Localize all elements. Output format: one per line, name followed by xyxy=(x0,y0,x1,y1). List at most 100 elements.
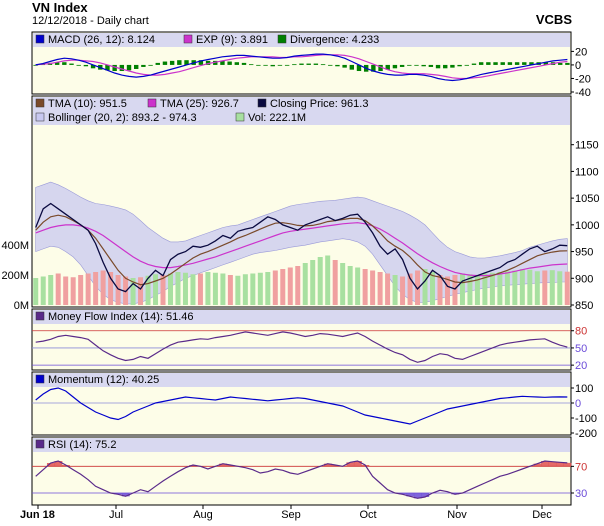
y-tick-label: -100 xyxy=(575,413,597,425)
chart-title: VN Index xyxy=(32,0,88,15)
divergence-bar xyxy=(450,64,455,68)
divergence-bar xyxy=(414,64,419,66)
rsi-overbought-area xyxy=(563,462,572,467)
volume-bar xyxy=(400,276,406,305)
y-tick-label: 20 xyxy=(575,360,587,372)
divergence-bar xyxy=(76,64,81,66)
divergence-bar xyxy=(385,64,390,70)
panel-momentum-legend-background xyxy=(33,373,570,387)
divergence-bar xyxy=(277,64,283,66)
volume-bar xyxy=(115,275,121,305)
volume-bar xyxy=(167,273,173,305)
divergence-bar xyxy=(507,62,513,65)
volume-bar xyxy=(512,270,518,305)
divergence-bar xyxy=(205,60,211,65)
rsi-oversold-area xyxy=(398,493,407,495)
volume-bar xyxy=(452,275,458,305)
rsi-overbought-area xyxy=(323,463,332,467)
volume-bar xyxy=(145,275,151,305)
divergence-bar xyxy=(356,64,362,72)
divergence-bar xyxy=(292,64,297,66)
volume-bar xyxy=(190,274,196,305)
x-tick-label: Sep xyxy=(281,509,301,521)
tma10-line xyxy=(35,214,568,286)
divergence-bar xyxy=(500,62,505,65)
divergence-bar xyxy=(213,60,218,65)
panel-rsi: RSI (14): 75.2 70 30 xyxy=(31,436,587,506)
divergence-bar xyxy=(443,64,448,69)
divergence-bar xyxy=(320,64,326,66)
volume-bar xyxy=(302,263,308,305)
volume-bar xyxy=(78,275,84,305)
volume-bar xyxy=(33,278,39,305)
legend-entry: EXP (9): 3.891 xyxy=(196,34,268,46)
volume-bar xyxy=(197,273,203,305)
legend-swatch xyxy=(35,374,45,384)
divergence-bar xyxy=(177,60,182,65)
divergence-bar xyxy=(543,62,549,65)
divergence-bar xyxy=(486,62,491,65)
divergence-bar xyxy=(54,62,60,65)
panel-momentum: Momentum (12): 40.25 100 0 -100 -200 xyxy=(31,371,597,440)
divergence-bar xyxy=(184,60,189,65)
divergence-bar xyxy=(514,62,520,65)
volume-bar xyxy=(489,272,495,305)
divergence-bar xyxy=(392,64,398,69)
legend-swatch xyxy=(183,34,193,44)
divergence-bar xyxy=(342,64,347,68)
volume-bar xyxy=(235,275,241,305)
volume-bar xyxy=(212,272,218,305)
legend-swatch xyxy=(35,98,45,108)
rsi-overbought-area xyxy=(189,465,198,467)
volume-bar xyxy=(542,270,548,305)
panel-mfi-legend-background xyxy=(33,310,570,324)
divergence-bar xyxy=(69,63,74,65)
volume-bar xyxy=(504,271,510,305)
volume-bar xyxy=(519,269,525,305)
divergence-bar xyxy=(284,64,290,66)
y-tick-label: 0 xyxy=(575,398,581,410)
x-tick-label: Aug xyxy=(193,509,213,521)
divergence-bar xyxy=(522,62,527,65)
volume-bar xyxy=(474,275,480,305)
legend-entry: Bollinger (20, 2): 893.2 - 974.3 xyxy=(48,112,197,124)
divergence-bar xyxy=(299,63,304,65)
volume-bar xyxy=(534,271,540,305)
y-tick-label: 850 xyxy=(575,300,593,312)
divergence-bar xyxy=(105,64,110,71)
panel-macd-legend-background xyxy=(33,33,570,47)
volume-bar xyxy=(310,260,316,305)
divergence-bar xyxy=(407,64,412,66)
legend-entry: RSI (14): 75.2 xyxy=(48,439,116,451)
volume-bar xyxy=(227,275,233,305)
mfi-line xyxy=(35,331,568,363)
divergence-bar xyxy=(155,62,160,65)
exp-line xyxy=(35,54,568,80)
divergence-bar xyxy=(33,64,38,66)
panel-price-legend-background xyxy=(33,97,570,125)
divergence-bar xyxy=(220,60,225,65)
panel-mfi: Money Flow Index (14): 51.46 80 50 20 xyxy=(31,308,587,372)
divergence-bar xyxy=(112,64,117,72)
panel-rsi-legend-background xyxy=(33,438,570,452)
divergence-bar xyxy=(198,60,204,65)
rsi-overbought-area xyxy=(541,461,549,467)
volume-bar xyxy=(63,276,69,305)
divergence-bar xyxy=(162,61,168,65)
volume-tick-label: 200M xyxy=(1,270,29,282)
legend-entry: Money Flow Index (14): 51.46 xyxy=(48,311,194,323)
divergence-bar xyxy=(464,64,469,66)
volume-bar xyxy=(370,270,376,305)
volume-tick-label: 400M xyxy=(1,240,29,252)
volume-bar xyxy=(153,274,159,305)
legend-entry: Closing Price: 961.3 xyxy=(270,98,368,110)
legend-swatch xyxy=(257,98,267,108)
volume-bar xyxy=(392,275,398,305)
volume-bar xyxy=(332,260,338,305)
rsi-line xyxy=(35,460,568,499)
legend-swatch xyxy=(35,112,45,122)
y-tick-label: 80 xyxy=(575,326,587,338)
y-tick-label: 20 xyxy=(575,46,587,58)
x-tick-label: Jun 18 xyxy=(20,509,55,521)
